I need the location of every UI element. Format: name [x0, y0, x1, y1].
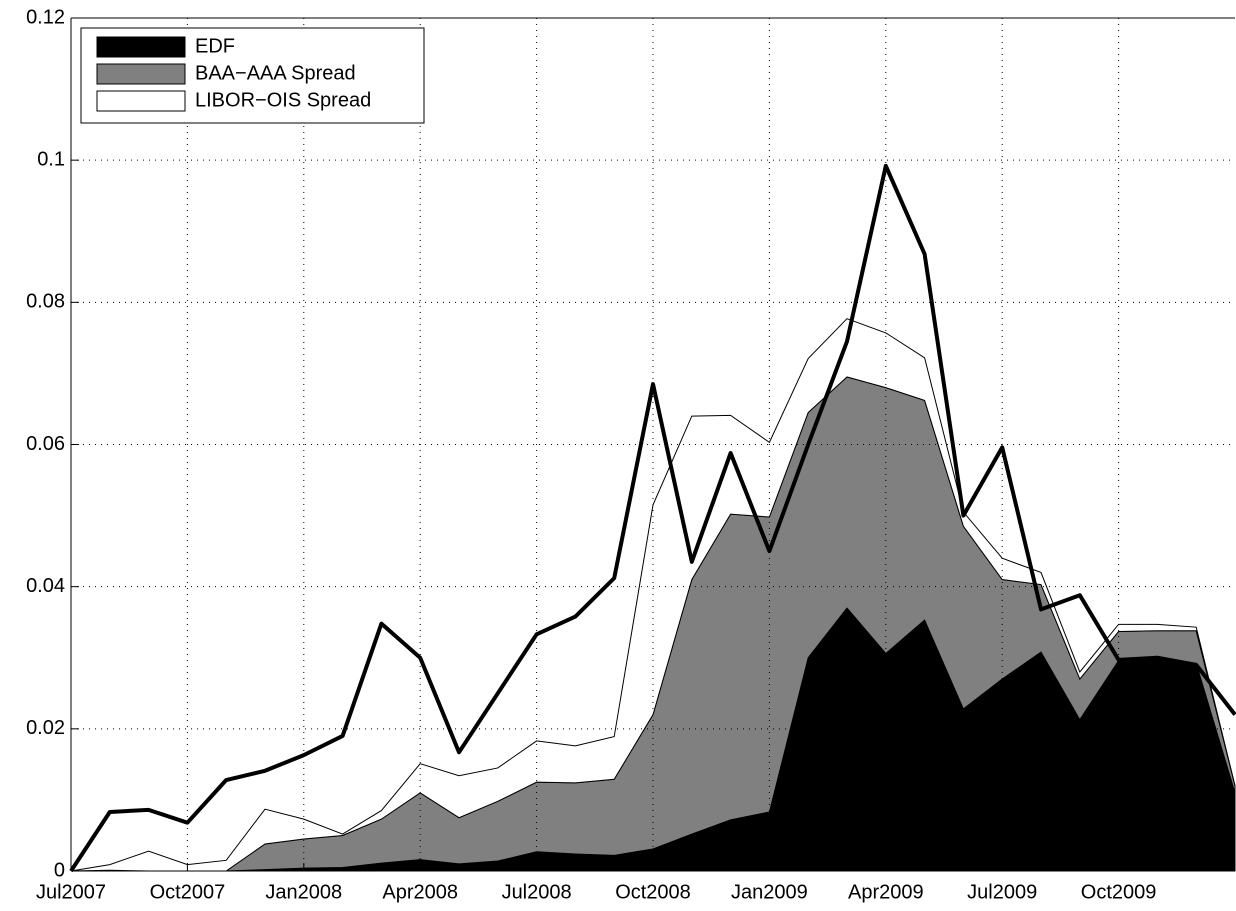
line — [69, 163, 1236, 873]
x-tick-label: Oct2009 — [1081, 881, 1157, 903]
legend: EDF BAA−AAA Spread LIBOR−OIS Spread — [80, 27, 425, 124]
y-tick-label: 0 — [54, 859, 65, 881]
y-tick-label: 0.1 — [37, 148, 65, 170]
y-tick-label: 0.06 — [26, 433, 65, 455]
x-tick-label: Jan2008 — [265, 881, 342, 903]
y-tick-label: 0.02 — [26, 717, 65, 739]
x-tick-label: Jul2008 — [502, 881, 572, 903]
y-tick-label: 0.12 — [26, 6, 65, 28]
legend-label: BAA−AAA Spread — [195, 62, 356, 84]
x-tick-label: Jan2009 — [731, 881, 808, 903]
x-tick-label: Jul2009 — [967, 881, 1037, 903]
y-tick-label: 0.08 — [26, 291, 65, 313]
x-tick-label: Oct2007 — [150, 881, 226, 903]
y-tick-label: 0.04 — [26, 575, 65, 597]
legend-label: LIBOR−OIS Spread — [195, 89, 371, 111]
legend-swatch — [96, 36, 186, 58]
legend-swatch — [96, 90, 186, 112]
legend-swatch — [96, 63, 186, 85]
x-tick-label: Apr2009 — [848, 881, 924, 903]
x-tick-label: Apr2008 — [382, 881, 458, 903]
x-tick-label: Jul2007 — [36, 881, 106, 903]
legend-label: EDF — [195, 35, 235, 57]
x-tick-label: Oct2008 — [615, 881, 691, 903]
